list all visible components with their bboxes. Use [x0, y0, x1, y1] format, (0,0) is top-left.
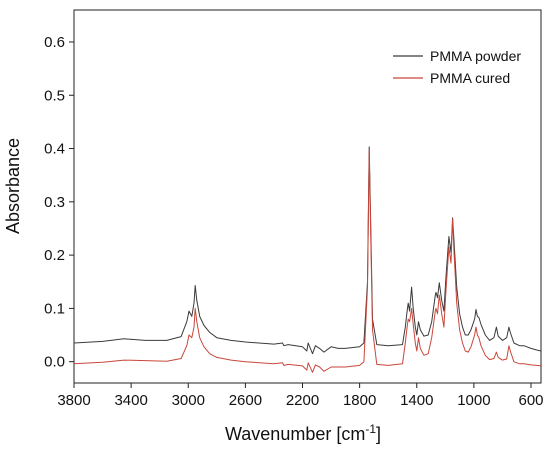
y-tick-label: 0.4 — [44, 141, 65, 158]
x-tick-label: 2200 — [286, 392, 319, 409]
y-tick-label: 0.5 — [44, 87, 65, 104]
x-tick-label: 1400 — [400, 392, 433, 409]
legend-label-cured: PMMA cured — [430, 70, 510, 86]
series-line-powder — [73, 146, 542, 355]
plot-area — [73, 9, 542, 384]
x-axis-title-tail: ] — [376, 424, 381, 444]
legend-label-powder: PMMA powder — [430, 48, 521, 64]
series-line-cured — [73, 150, 542, 373]
x-tick-label: 1800 — [343, 392, 376, 409]
y-tick-label: 0.1 — [44, 300, 65, 317]
x-tick-label: 2600 — [229, 392, 262, 409]
y-axis-title: Absorbance — [3, 138, 23, 234]
x-axis-title-main: Wavenumber [cm — [225, 424, 365, 444]
series-layer — [73, 146, 542, 373]
x-tick-label: 3000 — [172, 392, 205, 409]
x-axis-title: Wavenumber [cm-1] — [225, 422, 381, 444]
plot-frame — [73, 9, 542, 384]
x-tick-label: 600 — [518, 392, 543, 409]
legend: PMMA powder PMMA cured — [393, 48, 521, 86]
y-tick-label: 0.0 — [44, 354, 65, 371]
y-tick-label: 0.2 — [44, 247, 65, 264]
axes-layer: 3800 3400 3000 2600 2200 1800 1400 1000 600 0.0 0.… — [44, 34, 543, 409]
y-tick-label: 0.6 — [44, 34, 65, 51]
x-axis-title-superscript: -1 — [365, 422, 376, 436]
x-tick-label: 3800 — [57, 392, 90, 409]
x-tick-label: 1000 — [457, 392, 490, 409]
x-tick-label: 3400 — [114, 392, 147, 409]
y-tick-label: 0.3 — [44, 194, 65, 211]
